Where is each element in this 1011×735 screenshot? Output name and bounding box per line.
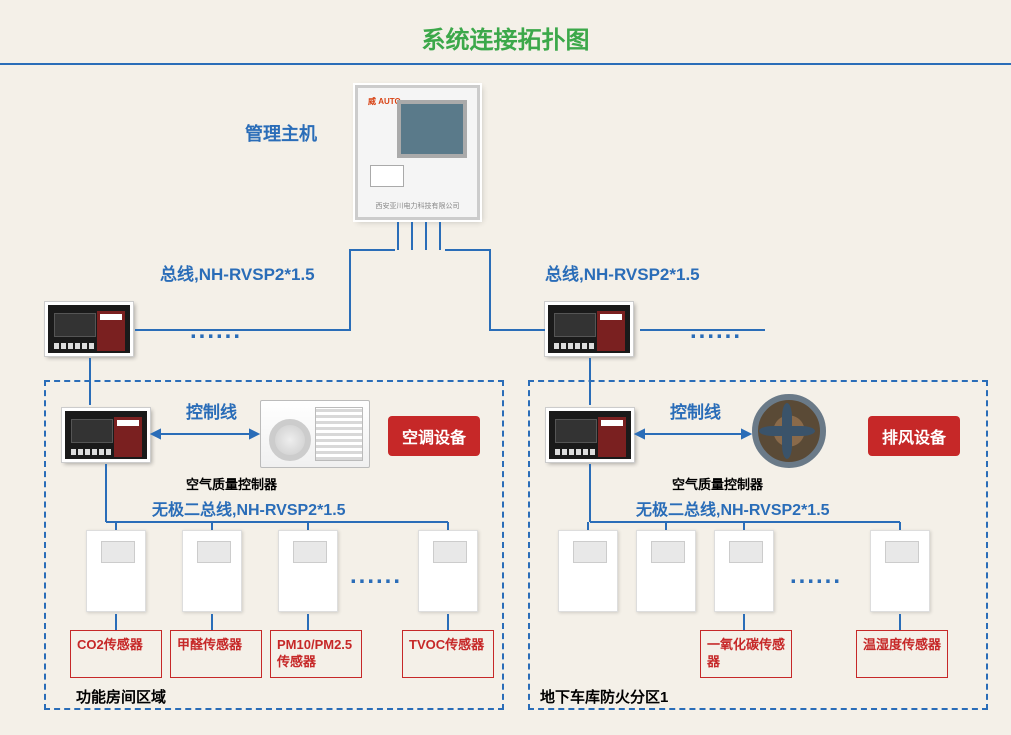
fan-device [752,394,826,468]
sub-bus-right: 无极二总线,NH-RVSP2*1.5 [636,496,830,520]
fan-tag: 排风设备 [868,416,960,456]
sub-bus-left: 无极二总线,NH-RVSP2*1.5 [152,496,346,520]
sensor-label-th: 温湿度传感器 [856,630,948,678]
divider [0,63,1011,65]
sensor-tvoc [418,530,478,612]
controller-top-right [545,302,633,356]
sensor-r2 [636,530,696,612]
controller-top-left [45,302,133,356]
host-printer [370,165,404,187]
dots-2: ...... [690,317,742,345]
ac-unit [260,400,370,468]
bus-left-label: 总线,NH-RVSP2*1.5 [160,260,315,285]
zone-name-left: 功能房间区域 [76,686,166,707]
dots-1: ...... [190,317,242,345]
sensor-label-tvoc: TVOC传感器 [402,630,494,678]
control-line-right: 控制线 [670,398,721,423]
page-title: 系统连接拓扑图 [0,0,1011,55]
sensor-co [714,530,774,612]
dots-4: ...... [790,562,842,590]
bus-right-label: 总线,NH-RVSP2*1.5 [545,260,700,285]
sensor-co2 [86,530,146,612]
host-lcd [397,100,467,158]
ac-tag: 空调设备 [388,416,480,456]
host-device: 威 AUTO 西安亚川电力科技有限公司 [355,85,480,220]
control-line-left: 控制线 [186,398,237,423]
sensor-label-co: 一氧化碳传感器 [700,630,792,678]
sensor-r1 [558,530,618,612]
controller-label-right: 空气质量控制器 [672,474,763,493]
sensor-th [870,530,930,612]
zone-name-right: 地下车库防火分区1 [540,686,668,707]
sensor-label-co2: CO2传感器 [70,630,162,678]
sensor-pm [278,530,338,612]
host-subtitle: 西安亚川电力科技有限公司 [358,201,477,211]
host-label: 管理主机 [245,120,317,146]
controller-label-left: 空气质量控制器 [186,474,277,493]
dots-3: ...... [350,562,402,590]
host-brand: 威 AUTO [368,96,401,107]
sensor-hcho [182,530,242,612]
controller-left-zone [62,408,150,462]
sensor-label-pm: PM10/PM2.5传感器 [270,630,362,678]
controller-right-zone [546,408,634,462]
sensor-label-hcho: 甲醛传感器 [170,630,262,678]
